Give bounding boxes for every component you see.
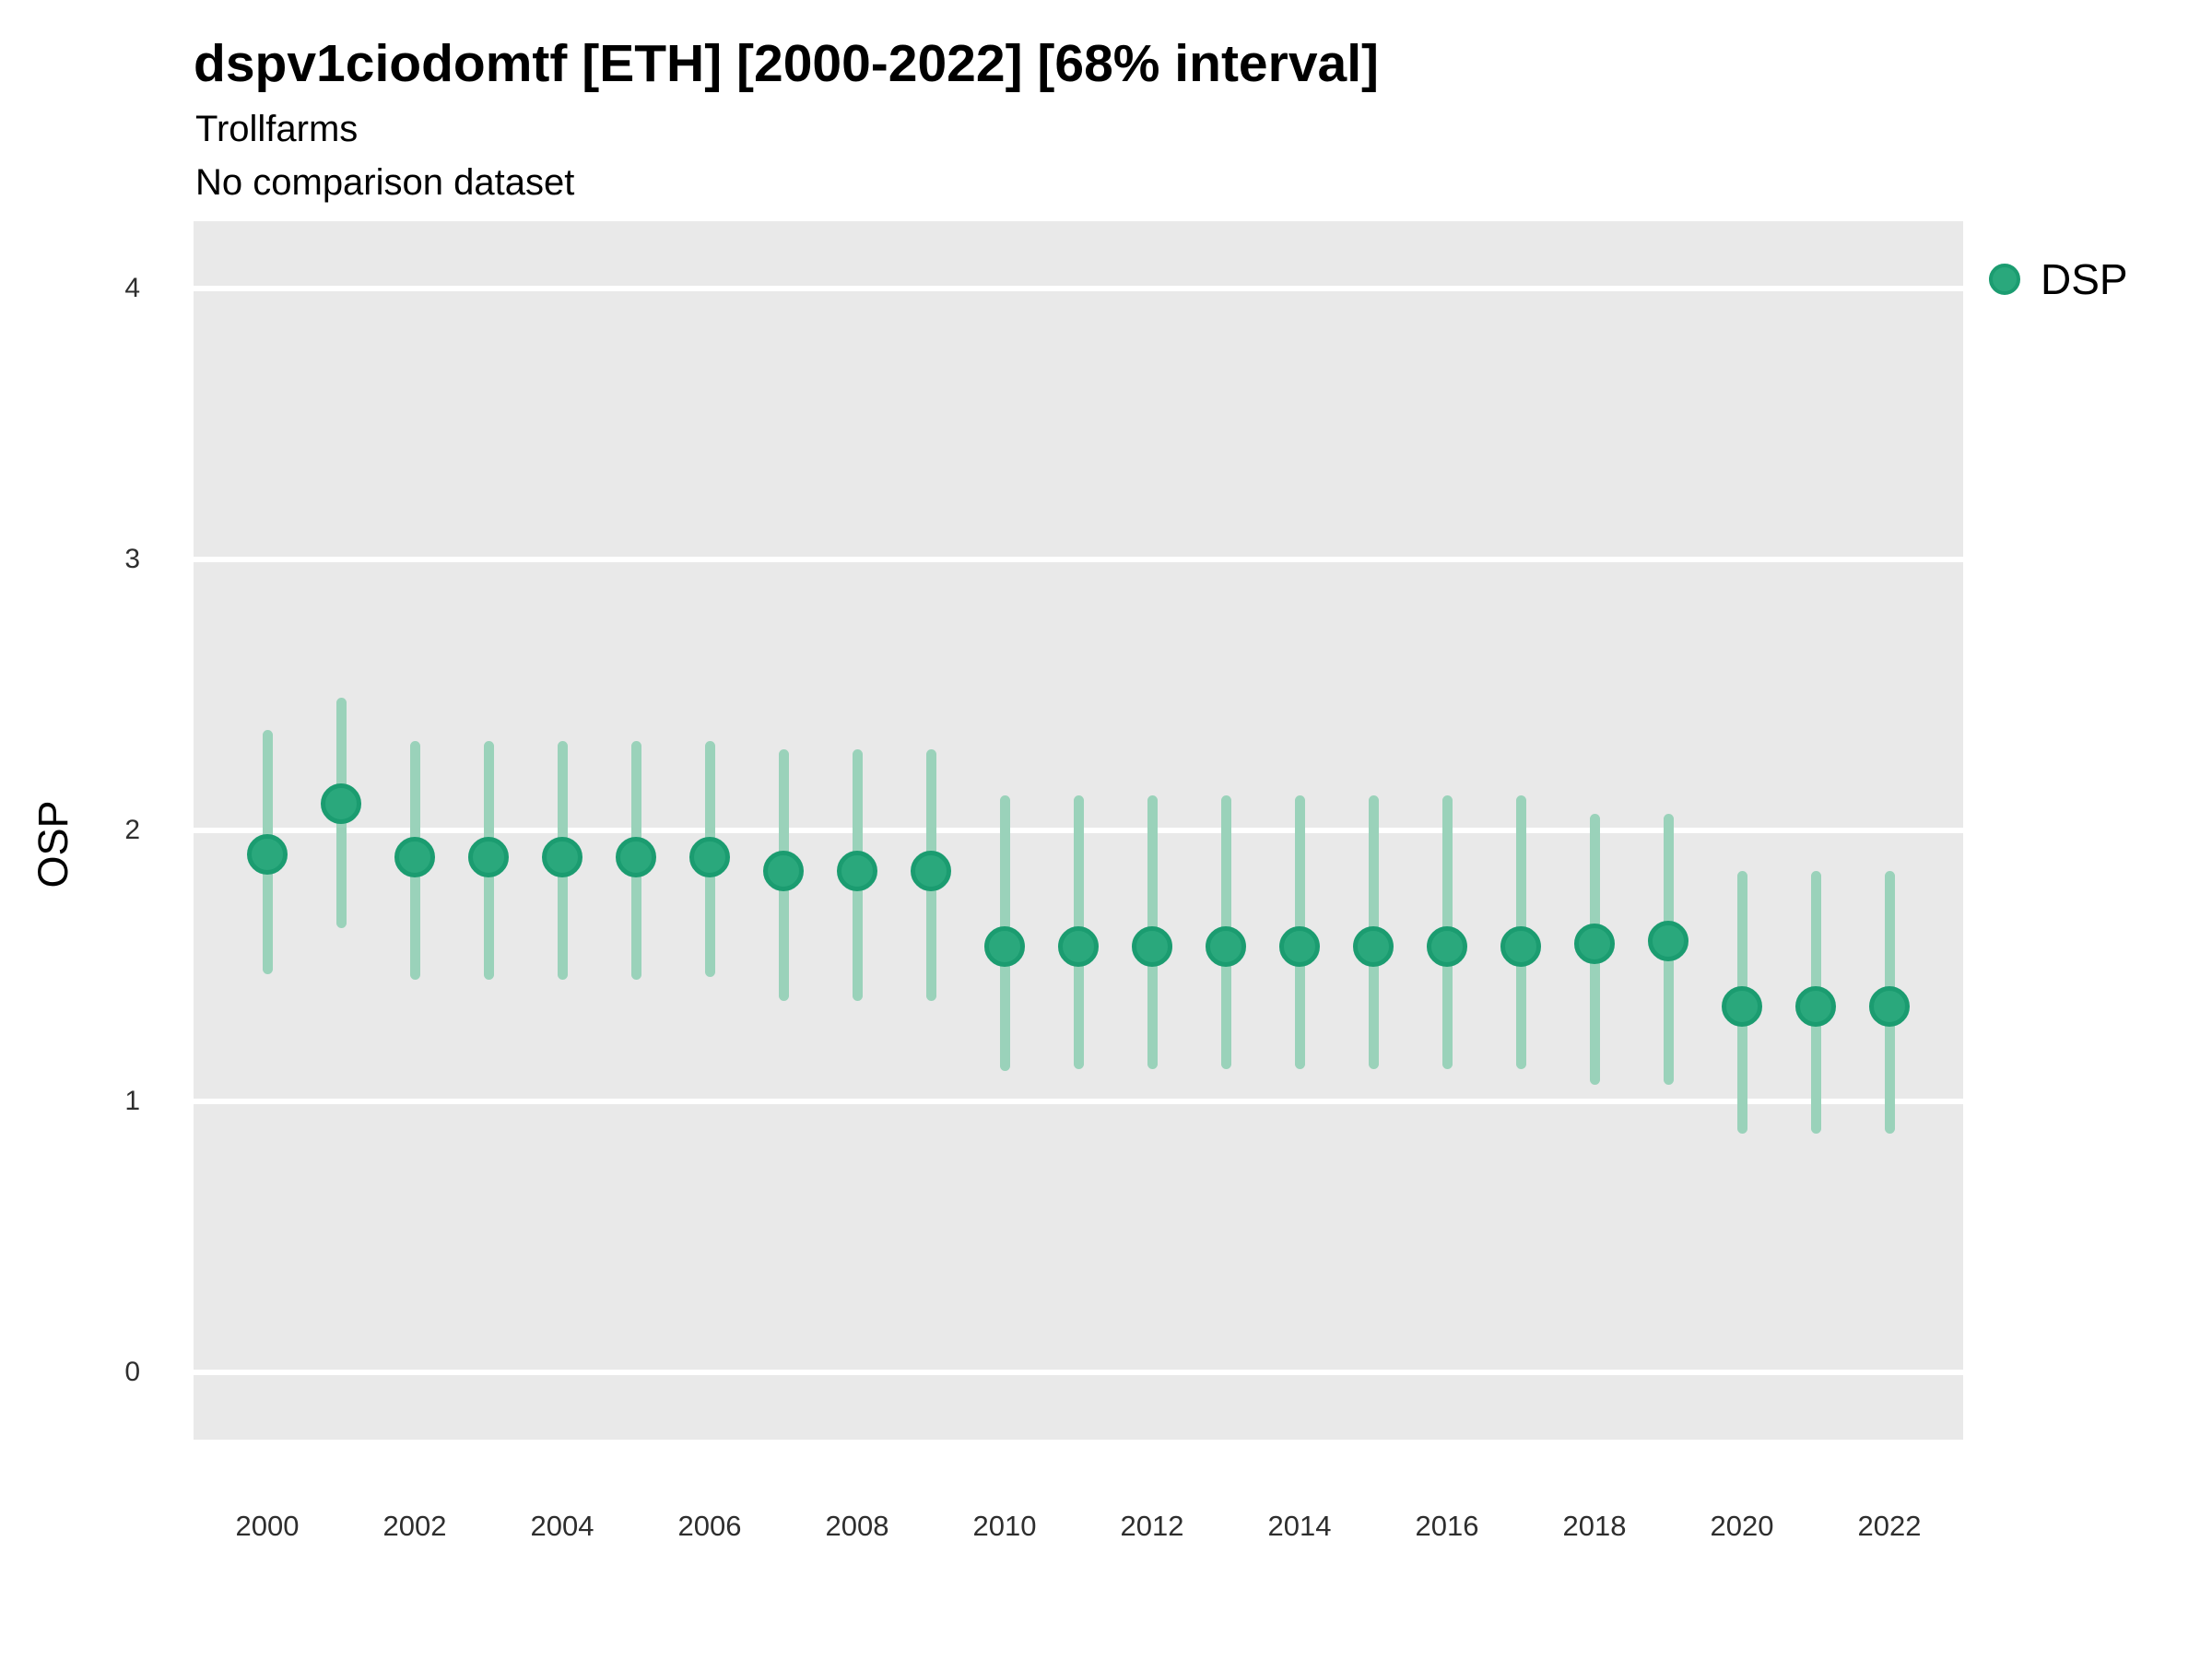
- data-point-2019: [1648, 921, 1688, 962]
- legend-label: DSP: [2041, 255, 2128, 303]
- gridline-y-0: [194, 1369, 1963, 1375]
- data-point-2016: [1427, 926, 1467, 968]
- x-tick-label-2010: 2010: [972, 1510, 1037, 1542]
- plot-panel: [194, 221, 1963, 1440]
- x-tick-label-2006: 2006: [677, 1510, 742, 1542]
- data-point-2015: [1353, 926, 1394, 968]
- data-point-2017: [1500, 926, 1541, 968]
- x-tick-label-2016: 2016: [1415, 1510, 1479, 1542]
- data-point-2003: [468, 837, 509, 878]
- data-point-2002: [394, 837, 435, 878]
- x-tick-label-2004: 2004: [530, 1510, 594, 1542]
- data-point-2013: [1206, 926, 1246, 968]
- y-axis-title: OSP: [29, 800, 76, 888]
- x-tick-label-2002: 2002: [382, 1510, 447, 1542]
- x-tick-label-2018: 2018: [1562, 1510, 1627, 1542]
- x-tick-label-2000: 2000: [235, 1510, 300, 1542]
- x-tick-label-2020: 2020: [1710, 1510, 1774, 1542]
- y-tick-label-4: 4: [124, 273, 140, 304]
- data-point-2009: [911, 851, 951, 892]
- x-tick-label-2022: 2022: [1857, 1510, 1922, 1542]
- x-tick-label-2012: 2012: [1120, 1510, 1184, 1542]
- chart-subtitle: Trollfarms: [195, 109, 359, 149]
- data-point-2021: [1795, 985, 1836, 1027]
- data-point-2011: [1058, 926, 1099, 968]
- y-tick-label-3: 3: [124, 544, 140, 575]
- chart-title: dspv1ciodomtf [ETH] [2000-2022] [68% int…: [194, 34, 1380, 93]
- comparison-note: No comparison dataset: [195, 162, 575, 203]
- gridline-y-1: [194, 1098, 1963, 1104]
- data-point-2010: [984, 926, 1025, 968]
- data-point-2014: [1279, 926, 1320, 968]
- data-point-2008: [837, 851, 877, 892]
- data-point-2006: [689, 837, 730, 878]
- data-point-2020: [1722, 985, 1762, 1027]
- data-point-2001: [321, 782, 361, 824]
- data-point-2012: [1132, 926, 1172, 968]
- data-point-2005: [616, 837, 656, 878]
- data-point-2004: [542, 837, 582, 878]
- y-tick-label-1: 1: [124, 1085, 140, 1116]
- gridline-y-4: [194, 286, 1963, 292]
- data-point-2000: [247, 834, 288, 876]
- legend: DSP: [1989, 254, 2128, 304]
- y-tick-label-2: 2: [124, 815, 140, 845]
- x-tick-label-2014: 2014: [1267, 1510, 1332, 1542]
- y-tick-label-0: 0: [124, 1356, 140, 1387]
- data-point-2007: [763, 851, 804, 892]
- gridline-y-3: [194, 557, 1963, 563]
- x-tick-label-2008: 2008: [825, 1510, 889, 1542]
- legend-point-icon: [1989, 264, 2020, 295]
- data-point-2018: [1574, 924, 1615, 965]
- data-point-2022: [1869, 985, 1910, 1027]
